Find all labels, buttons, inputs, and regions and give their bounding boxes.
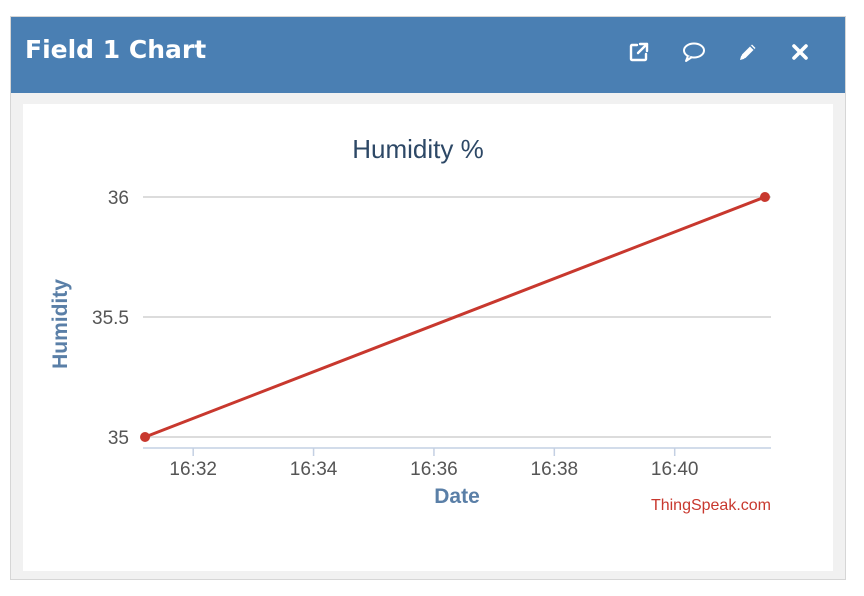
widget-header: Field 1 Chart xyxy=(11,17,845,93)
data-point xyxy=(140,432,151,442)
chart-card: Humidity % 35 35.5 36 16:32 16:34 16:36 16:38 16… xyxy=(23,104,833,571)
x-tick-label: 16:34 xyxy=(290,459,338,480)
widget-title: Field 1 Chart xyxy=(25,35,207,64)
y-tick-label: 35.5 xyxy=(92,308,129,329)
x-tick-label: 16:32 xyxy=(169,459,217,480)
comment-icon[interactable] xyxy=(679,37,709,67)
humidity-chart: Humidity % 35 35.5 36 16:32 16:34 16:36 16:38 16… xyxy=(49,134,771,514)
x-tick-label: 16:40 xyxy=(651,459,699,480)
series-line xyxy=(144,195,766,439)
pencil-icon[interactable] xyxy=(733,37,763,67)
external-link-icon[interactable] xyxy=(624,37,654,67)
y-axis-label: Humidity xyxy=(49,279,72,369)
y-tick-label: 35 xyxy=(108,428,129,449)
chart-title: Humidity % xyxy=(352,134,483,164)
x-axis-label: Date xyxy=(434,485,480,508)
y-tick-label: 36 xyxy=(108,188,129,209)
data-point xyxy=(759,192,770,202)
chart-widget: Field 1 Chart xyxy=(10,16,846,580)
x-tick-label: 16:38 xyxy=(531,459,579,480)
close-icon[interactable] xyxy=(785,37,815,67)
x-tick-label: 16:36 xyxy=(410,459,458,480)
chart-credit: ThingSpeak.com xyxy=(651,497,771,514)
